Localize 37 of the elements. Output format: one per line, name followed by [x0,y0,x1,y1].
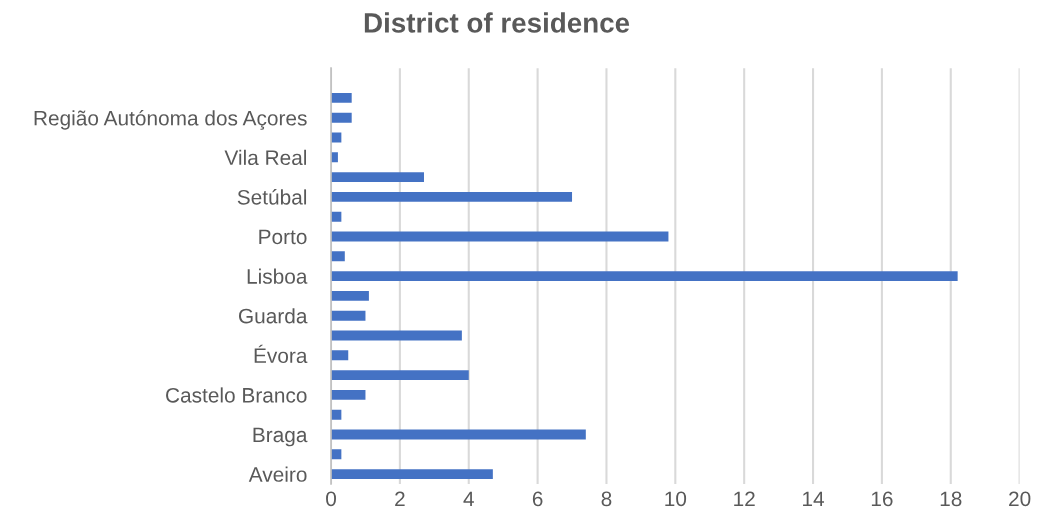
bar [331,231,669,242]
x-tick-label: 16 [871,491,893,507]
bar [331,290,369,301]
bar [331,469,493,480]
bar [331,251,345,262]
y-tick-label: Região Autónoma dos Açores [34,110,307,130]
x-tick-label: 4 [463,491,474,507]
bar [331,370,469,381]
y-tick-label: Lisboa [247,268,308,284]
bar [331,330,462,341]
x-tick-label: 8 [601,491,612,507]
bar [331,271,958,282]
y-tick-label: Setúbal [237,189,307,205]
y-tick-label: Vila Real [224,149,307,166]
x-tick-label: 10 [665,491,687,507]
bar [331,172,424,183]
bar [331,92,352,103]
bar [331,310,366,321]
x-tick-label: 6 [532,491,543,507]
bar [331,112,352,123]
bar [331,389,366,400]
y-tick-label: Castelo Branco [166,387,307,403]
bar [331,191,573,202]
x-tick-label: 12 [734,491,755,507]
x-tick-label: 20 [1009,491,1031,507]
x-tick-label: 2 [395,491,405,507]
y-tick-label: Évora [254,344,308,364]
x-tick-label: 18 [940,491,962,507]
x-tick-label: 0 [326,491,337,507]
y-tick-label: Guarda [238,308,308,324]
bar [331,429,586,440]
x-tick-label: 14 [803,491,825,507]
y-tick-label: Porto [259,229,307,245]
chart-title: District of residence [364,12,630,33]
y-tick-label: Aveiro [248,466,307,482]
y-tick-label: Braga [253,427,308,447]
bar [331,350,349,361]
